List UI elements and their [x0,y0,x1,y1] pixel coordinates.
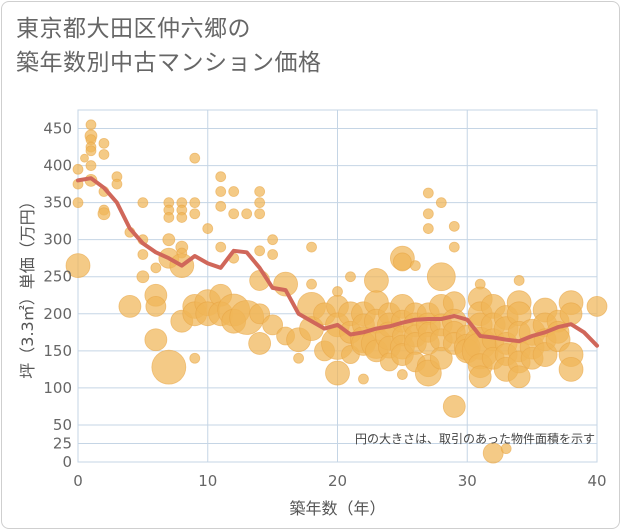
y-tick-label: 25 [53,434,72,452]
y-tick-label: 450 [43,120,72,138]
data-bubble [507,365,531,389]
data-bubble [202,223,214,234]
data-bubble [448,241,460,253]
data-bubble [150,262,162,274]
data-bubble [137,197,149,209]
data-bubble [118,294,142,318]
y-tick-label: 0 [62,453,72,471]
data-bubble [364,268,389,293]
chart-title: 東京都大田区仲六郷の 築年数別中古マンション価格 [16,12,322,80]
data-bubble [293,352,304,364]
data-bubble [241,208,253,220]
bubble-layer [65,119,608,464]
data-bubble [426,262,456,292]
data-bubble [215,200,227,212]
data-bubble [254,208,266,220]
data-bubble [189,352,201,364]
data-bubble [215,241,227,253]
average-price-line [76,176,599,348]
chart-title-line1: 東京都大田区仲六郷の [16,16,251,42]
grid-lines [77,109,598,463]
trend-line-layer [76,176,599,348]
data-bubble [228,186,240,197]
data-bubble [254,245,266,257]
x-axis-title: 築年数（年） [289,499,385,518]
y-tick-label: 150 [43,342,72,360]
data-bubble [189,208,201,220]
data-bubble [162,233,176,247]
data-bubble [144,328,168,352]
data-bubble [306,278,317,290]
data-bubble [558,356,584,382]
data-bubble [248,332,272,355]
x-tick-label: 40 [587,472,606,490]
data-bubble [345,271,356,283]
bubble-size-note: 円の大きさは、取引のあった物件面積を示す [355,431,595,446]
chart-title-line2: 築年数別中古マンション価格 [16,50,322,76]
data-bubble [163,212,175,223]
data-bubble [396,369,408,380]
x-tick-label: 10 [198,472,217,490]
data-bubble [228,208,240,220]
data-bubble [422,187,434,199]
y-tick-label: 200 [43,305,72,323]
data-bubble [422,208,434,220]
data-bubble [98,137,110,149]
data-bubble [306,241,317,253]
data-bubble [500,443,512,455]
data-bubble [586,295,608,317]
data-bubble [85,145,97,157]
data-bubble [72,197,84,209]
data-bubble [409,260,421,272]
data-bubble [429,346,453,370]
data-bubble [392,252,412,272]
y-tick-label: 300 [43,231,72,249]
data-bubble [97,207,111,221]
data-bubble [80,153,89,163]
data-bubble [65,253,91,279]
y-tick-label: 350 [43,194,72,212]
data-bubble [435,197,447,209]
data-bubble [189,197,201,209]
data-bubble [189,152,201,164]
data-bubble [482,442,504,464]
data-bubble [267,249,279,260]
x-tick-label: 30 [458,472,477,490]
data-bubble [267,234,279,246]
data-bubble [513,275,525,286]
y-tick-label: 250 [43,268,72,286]
data-bubble [559,302,583,326]
data-bubble [254,197,266,209]
data-bubble [151,349,187,385]
y-tick-label: 100 [43,379,72,397]
data-bubble [111,178,123,190]
data-bubble [215,186,227,197]
data-bubble [215,171,227,183]
data-bubble [176,212,188,223]
x-tick-label: 0 [73,472,83,490]
data-bubble [98,149,110,160]
y-tick-label: 50 [53,416,72,434]
x-tick-label: 20 [328,472,347,490]
data-bubble [358,373,369,385]
data-bubble [85,160,97,171]
data-bubble [442,395,466,418]
data-bubble [262,314,284,336]
data-bubble [448,220,460,232]
data-bubble [72,163,84,175]
data-bubble [137,249,149,260]
data-bubble [145,295,167,317]
data-bubble [325,360,350,386]
data-bubble [85,119,97,131]
data-bubble [254,186,266,197]
data-bubble [422,223,434,234]
y-tick-label: 400 [43,157,72,175]
data-bubble [468,365,492,389]
y-axis-title: 坪（3.3㎡）単価（万円） [18,193,37,378]
data-bubble [136,270,150,284]
